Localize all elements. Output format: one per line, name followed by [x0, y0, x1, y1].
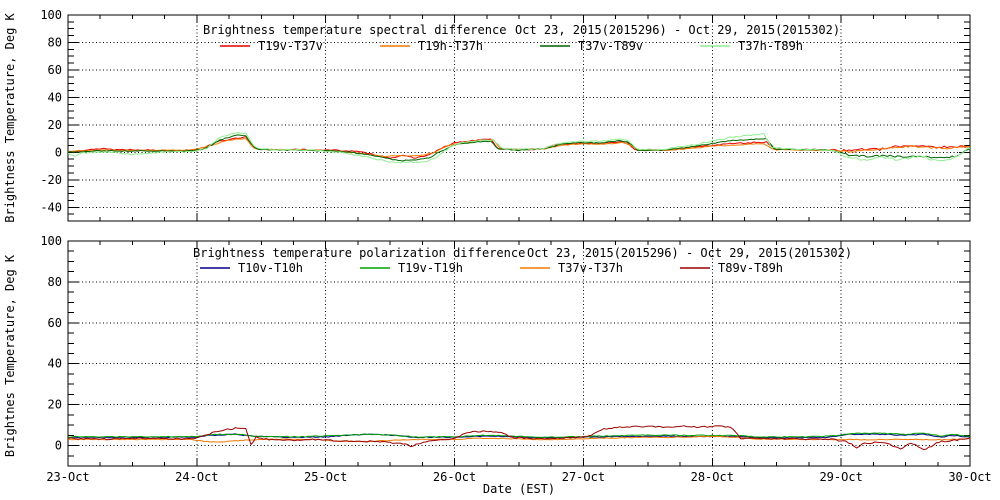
x-tick-label: 29-Oct — [819, 470, 862, 484]
x-tick-label: 25-Oct — [304, 470, 347, 484]
legend-item: T89v-T89h — [680, 261, 783, 275]
legend-item: T37v-T37h — [520, 261, 623, 275]
legend-label: T19v-T37v — [258, 39, 323, 53]
y-tick-label: 80 — [48, 35, 62, 49]
y-tick-label: 40 — [48, 357, 62, 371]
series-layer — [68, 425, 970, 451]
x-tick-label: 24-Oct — [175, 470, 218, 484]
series-T89v-T89h — [68, 425, 970, 451]
legend-label: T19h-T37h — [418, 39, 483, 53]
y-tick-label: -20 — [40, 173, 62, 187]
top-panel-title: Brightness temperature spectral differen… — [203, 23, 506, 37]
y-tick-label: 0 — [55, 145, 62, 159]
series-T19h-T37h — [68, 138, 970, 158]
x-tick-label: 28-Oct — [691, 470, 734, 484]
plot-frame — [67, 14, 971, 222]
legend-label: T19v-T19h — [398, 261, 463, 275]
bottom-panel-header: Brightness temperature polarization diff… — [193, 246, 852, 275]
x-tick-label: 27-Oct — [562, 470, 605, 484]
legend-item: T19v-T19h — [360, 261, 463, 275]
bottom-panel-date-range: Oct 23, 2015(2015296) - Oct 29, 2015(201… — [527, 246, 852, 260]
bottom-y-axis-label: Brightnes Temperature, Deg K — [3, 254, 17, 457]
series-T37h-T89h — [68, 132, 970, 164]
bottom-panel-title: Brightness temperature polarization diff… — [193, 246, 525, 260]
series-T19v-T19h — [68, 432, 970, 438]
legend-label: T37v-T89v — [578, 39, 643, 53]
y-tick-label: 60 — [48, 63, 62, 77]
y-tick-label: 100 — [40, 8, 62, 22]
bottom-legend: T10v-T10h T19v-T19h T37v-T37h T89v-T89h — [200, 261, 783, 275]
chart-render-layer: -40 -20 0 20 40 60 80 100 0 20 40 60 80 100 23-Oct 24-O… — [40, 8, 991, 484]
legend-item: T10v-T10h — [200, 261, 303, 275]
legend-label: T37v-T37h — [558, 261, 623, 275]
y-tick-label: 20 — [48, 398, 62, 412]
y-tick-label: 100 — [40, 234, 62, 248]
legend-item: T19v-T37v — [220, 39, 323, 53]
legend-label: T10v-T10h — [238, 261, 303, 275]
legend-item: T37v-T89v — [540, 39, 643, 53]
plot-frame — [67, 240, 971, 467]
top-panel-header: Brightness temperature spectral differen… — [203, 23, 840, 53]
x-tick-label: 30-Oct — [948, 470, 991, 484]
y-tick-label: 60 — [48, 316, 62, 330]
panel-1: 0 20 40 60 80 100 23-Oct 24-Oct 25-Oct 26-Oct 27-O… — [40, 234, 991, 484]
legend-label: T89v-T89h — [718, 261, 783, 275]
y-tick-label: 80 — [48, 275, 62, 289]
y-tick-label: 40 — [48, 90, 62, 104]
legend-label: T37h-T89h — [738, 39, 803, 53]
series-layer — [68, 132, 970, 164]
top-panel-date-range: Oct 23, 2015(2015296) - Oct 29, 2015(201… — [515, 23, 840, 37]
y-tick-label: -40 — [40, 200, 62, 214]
legend-item: T19h-T37h — [380, 39, 483, 53]
x-tick-label: 26-Oct — [433, 470, 476, 484]
x-axis-label: Date (EST) — [483, 482, 555, 496]
legend-item: T37h-T89h — [700, 39, 803, 53]
x-tick-label: 23-Oct — [46, 470, 89, 484]
y-tick-label: 0 — [55, 439, 62, 453]
top-legend: T19v-T37v T19h-T37h T37v-T89v T37h-T89h — [220, 39, 803, 53]
panel-0: -40 -20 0 20 40 60 80 100 — [40, 8, 971, 222]
y-tick-label: 20 — [48, 118, 62, 132]
top-y-axis-label: Brightness Temperature, Deg K — [3, 12, 17, 222]
